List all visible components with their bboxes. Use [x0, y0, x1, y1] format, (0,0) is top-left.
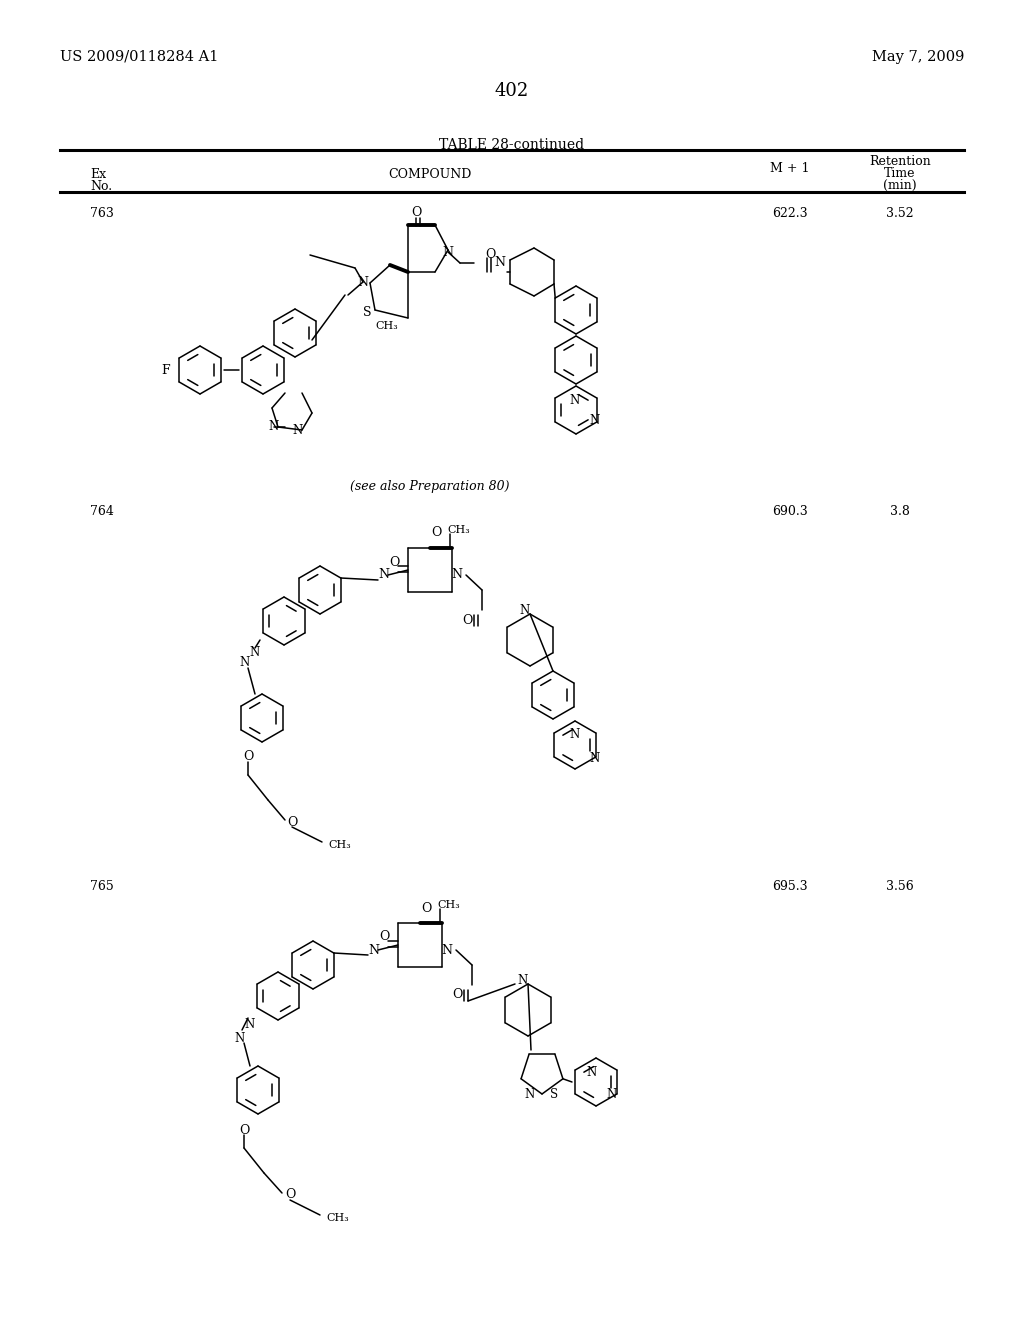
- Text: N: N: [379, 569, 389, 582]
- Text: O: O: [452, 989, 462, 1002]
- Text: N: N: [441, 944, 453, 957]
- Text: US 2009/0118284 A1: US 2009/0118284 A1: [60, 50, 218, 63]
- Text: 402: 402: [495, 82, 529, 100]
- Text: F: F: [162, 363, 170, 376]
- Text: O: O: [243, 751, 253, 763]
- Text: CH₃: CH₃: [375, 321, 397, 331]
- Text: 3.56: 3.56: [886, 880, 913, 894]
- Text: O: O: [239, 1123, 249, 1137]
- Text: 763: 763: [90, 207, 114, 220]
- Text: O: O: [379, 931, 389, 944]
- Text: O: O: [432, 527, 442, 540]
- Text: N: N: [234, 1031, 245, 1044]
- Text: May 7, 2009: May 7, 2009: [871, 50, 964, 63]
- Text: N: N: [525, 1088, 536, 1101]
- Text: O: O: [411, 206, 421, 219]
- Text: (min): (min): [883, 180, 916, 191]
- Text: O: O: [389, 556, 399, 569]
- Text: 3.8: 3.8: [890, 506, 910, 517]
- Text: Time: Time: [885, 168, 915, 180]
- Text: N: N: [369, 944, 380, 957]
- Text: N: N: [518, 974, 528, 987]
- Text: No.: No.: [90, 180, 112, 193]
- Text: N: N: [495, 256, 506, 269]
- Text: N: N: [293, 424, 303, 437]
- Text: N: N: [357, 276, 369, 289]
- Text: S: S: [550, 1088, 558, 1101]
- Text: N: N: [590, 751, 600, 764]
- Text: N: N: [452, 569, 463, 582]
- Text: O: O: [422, 902, 432, 915]
- Text: S: S: [362, 305, 372, 318]
- Text: N: N: [570, 729, 581, 742]
- Text: COMPOUND: COMPOUND: [388, 168, 472, 181]
- Text: O: O: [462, 614, 472, 627]
- Text: O: O: [285, 1188, 295, 1201]
- Text: TABLE 28-continued: TABLE 28-continued: [439, 139, 585, 152]
- Text: N: N: [570, 393, 581, 407]
- Text: 764: 764: [90, 506, 114, 517]
- Text: O: O: [484, 248, 496, 261]
- Text: N: N: [587, 1065, 597, 1078]
- Text: CH₃: CH₃: [437, 900, 460, 909]
- Text: N: N: [520, 605, 530, 618]
- Text: Retention: Retention: [869, 154, 931, 168]
- Text: N: N: [245, 1019, 255, 1031]
- Text: CH₃: CH₃: [326, 1213, 349, 1224]
- Text: N: N: [442, 246, 454, 259]
- Text: O: O: [287, 816, 297, 829]
- Text: 3.52: 3.52: [886, 207, 913, 220]
- Text: CH₃: CH₃: [328, 840, 351, 850]
- Text: Ex: Ex: [90, 168, 106, 181]
- Text: 765: 765: [90, 880, 114, 894]
- Text: N: N: [590, 413, 600, 426]
- Text: CH₃: CH₃: [447, 525, 470, 535]
- Text: N: N: [240, 656, 250, 669]
- Text: M + 1: M + 1: [770, 162, 810, 176]
- Text: N: N: [250, 645, 260, 659]
- Text: 622.3: 622.3: [772, 207, 808, 220]
- Text: 690.3: 690.3: [772, 506, 808, 517]
- Text: N: N: [607, 1089, 617, 1101]
- Text: N: N: [269, 421, 280, 433]
- Text: 695.3: 695.3: [772, 880, 808, 894]
- Text: (see also Preparation 80): (see also Preparation 80): [350, 480, 510, 492]
